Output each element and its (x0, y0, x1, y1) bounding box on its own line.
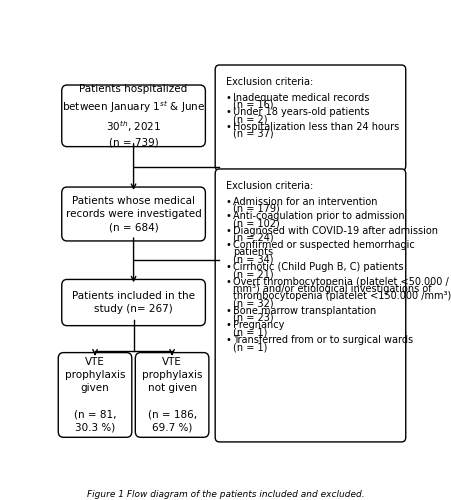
Text: Exclusion criteria:: Exclusion criteria: (225, 76, 312, 86)
Text: Patients whose medical
records were investigated
(n = 684): Patients whose medical records were inve… (65, 196, 201, 232)
Text: Hospitalization less than 24 hours: Hospitalization less than 24 hours (233, 122, 399, 132)
Text: Cirrhotic (Child Pugh B, C) patients: Cirrhotic (Child Pugh B, C) patients (233, 262, 403, 272)
Text: Inadequate medical records: Inadequate medical records (233, 92, 369, 102)
Text: thrombocytopenia (platelet <150.000 /mm³): thrombocytopenia (platelet <150.000 /mm³… (233, 291, 451, 301)
Text: Anti-coagulation prior to admission: Anti-coagulation prior to admission (233, 211, 404, 221)
Text: (n = 32): (n = 32) (233, 298, 273, 308)
FancyBboxPatch shape (215, 169, 405, 442)
Text: (n = 23): (n = 23) (233, 313, 273, 323)
Text: (n = 2): (n = 2) (233, 114, 267, 124)
Text: mm³) and/or etiological investigations of: mm³) and/or etiological investigations o… (233, 284, 431, 294)
Text: VTE
prophylaxis
given

(n = 81,
30.3 %): VTE prophylaxis given (n = 81, 30.3 %) (64, 357, 125, 433)
Text: Pregnancy: Pregnancy (233, 320, 284, 330)
Text: (n = 1): (n = 1) (233, 342, 267, 352)
Text: •: • (225, 320, 231, 330)
Text: (n = 34): (n = 34) (233, 254, 273, 264)
Text: •: • (225, 335, 231, 345)
Text: •: • (225, 276, 231, 286)
Text: VTE
prophylaxis
not given

(n = 186,
69.7 %): VTE prophylaxis not given (n = 186, 69.7… (142, 357, 202, 433)
Text: Diagnosed with COVID-19 after admission: Diagnosed with COVID-19 after admission (233, 226, 437, 235)
FancyBboxPatch shape (62, 85, 205, 146)
Text: Patients hospitalized
between January 1$^{st}$ & June
30$^{th}$, 2021
(n = 739): Patients hospitalized between January 1$… (62, 84, 205, 148)
Text: Transferred from or to surgical wards: Transferred from or to surgical wards (233, 335, 413, 345)
Text: (n = 1): (n = 1) (233, 328, 267, 338)
Text: Bone marrow transplantation: Bone marrow transplantation (233, 306, 376, 316)
Text: (n = 102): (n = 102) (233, 218, 280, 228)
FancyBboxPatch shape (62, 280, 205, 326)
Text: Figure 1 Flow diagram of the patients included and excluded.: Figure 1 Flow diagram of the patients in… (87, 490, 364, 499)
Text: •: • (225, 92, 231, 102)
Text: •: • (225, 240, 231, 250)
Text: •: • (225, 196, 231, 206)
FancyBboxPatch shape (62, 187, 205, 241)
Text: •: • (225, 262, 231, 272)
FancyBboxPatch shape (215, 65, 405, 170)
Text: •: • (225, 226, 231, 235)
Text: •: • (225, 122, 231, 132)
Text: (n = 179): (n = 179) (233, 204, 280, 214)
Text: (n = 24): (n = 24) (233, 233, 273, 243)
Text: •: • (225, 107, 231, 117)
Text: (n = 21): (n = 21) (233, 270, 273, 280)
Text: Confirmed or suspected hemorrhagic: Confirmed or suspected hemorrhagic (233, 240, 414, 250)
FancyBboxPatch shape (135, 352, 208, 438)
Text: Patients included in the
study (n= 267): Patients included in the study (n= 267) (72, 291, 195, 314)
Text: •: • (225, 306, 231, 316)
Text: (n = 16): (n = 16) (233, 100, 273, 110)
Text: Admission for an intervention: Admission for an intervention (233, 196, 377, 206)
FancyBboxPatch shape (58, 352, 132, 438)
Text: Overt thrombocytopenia (platelet <50.000 /: Overt thrombocytopenia (platelet <50.000… (233, 276, 448, 286)
Text: •: • (225, 211, 231, 221)
Text: Under 18 years-old patients: Under 18 years-old patients (233, 107, 369, 117)
Text: Exclusion criteria:: Exclusion criteria: (225, 180, 312, 190)
Text: (n = 37): (n = 37) (233, 129, 273, 139)
Text: patients: patients (233, 248, 273, 258)
